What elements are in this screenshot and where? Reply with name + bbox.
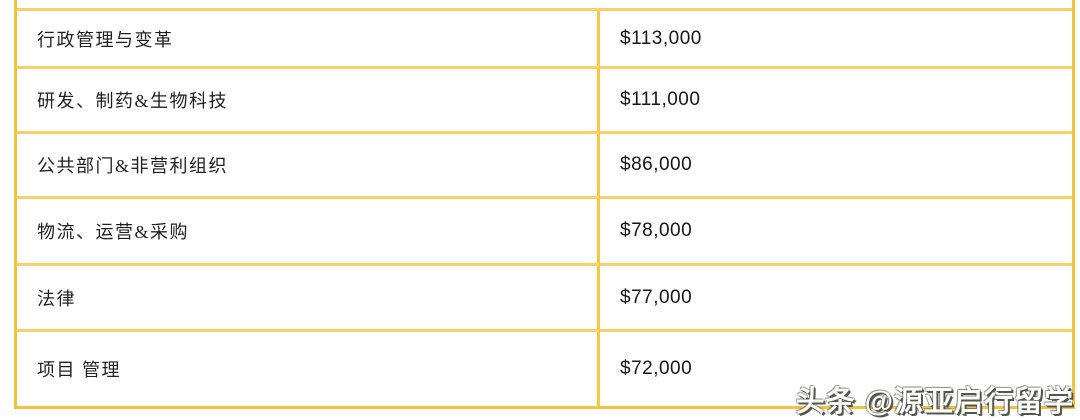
row-value: $86,000 (597, 134, 1072, 196)
row-value: $78,000 (597, 199, 1072, 263)
row-label: 物流、运营&采购 (37, 222, 190, 242)
row-label: 公共部门&非营利组织 (37, 156, 229, 176)
toutiao-watermark: 头条 @源亚启行留学 (795, 386, 1074, 418)
table-row: 研发、制药&生物科技 $111,000 (17, 66, 1072, 131)
row-label: 项目 管理 (37, 360, 121, 380)
row-label: 法律 (37, 288, 76, 309)
table-row: 法律 $77,000 (17, 263, 1072, 329)
row-value: $72,000 (597, 332, 1072, 406)
row-value: $113,000 (597, 11, 1072, 66)
table-row: 项目 管理 $72,000 (17, 329, 1072, 406)
table-row: 行政管理与变革 $113,000 (17, 8, 1072, 66)
table-row: 物流、运营&采购 $78,000 (17, 196, 1072, 263)
salary-table: 行政管理与变革 $113,000 研发、制药&生物科技 $111,000 公共部… (14, 0, 1075, 409)
row-value: $111,000 (597, 69, 1072, 131)
row-label: 研发、制药&生物科技 (37, 91, 229, 111)
table-row: 公共部门&非营利组织 $86,000 (17, 131, 1072, 196)
row-label: 行政管理与变革 (37, 29, 174, 50)
cutoff-row-remnant (17, 0, 1072, 8)
row-value: $77,000 (597, 266, 1072, 329)
